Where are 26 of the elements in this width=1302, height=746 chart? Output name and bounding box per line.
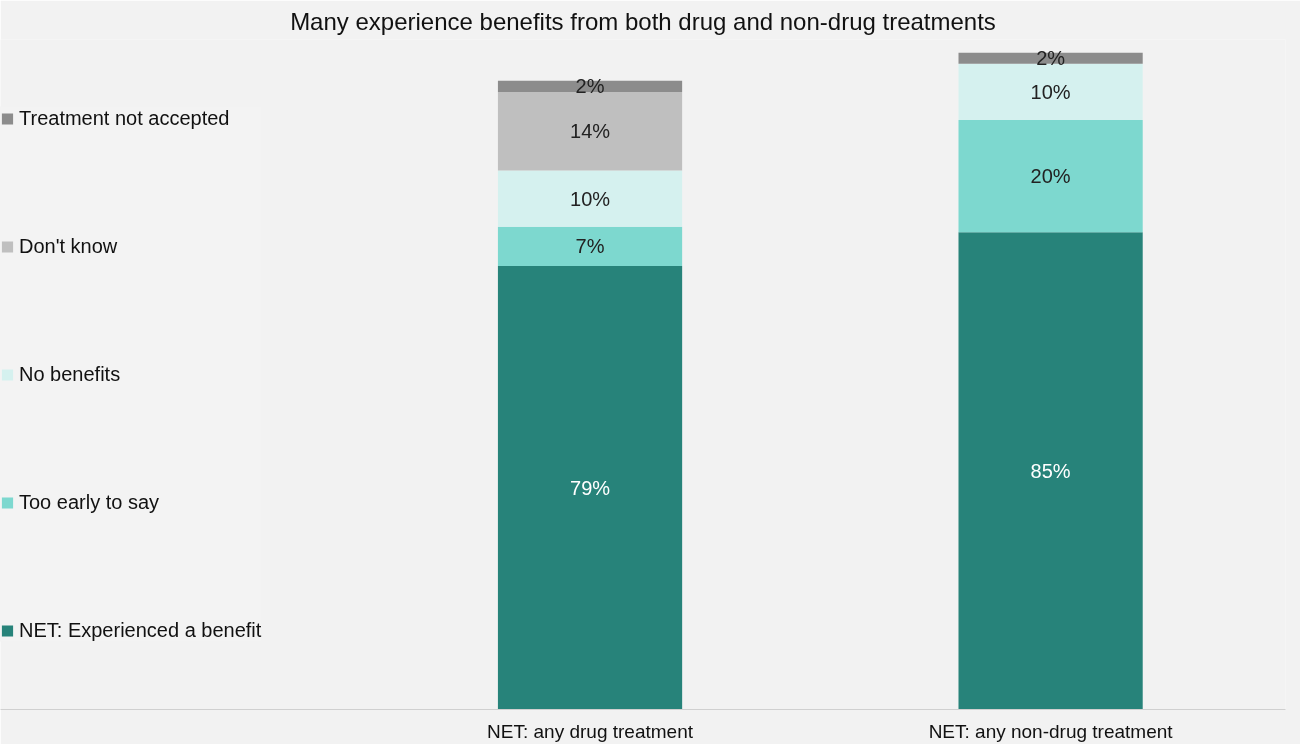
data-label: 20% xyxy=(1030,165,1071,188)
bar xyxy=(497,91,683,171)
chart-title: Many experience benefits from both drug and non-drug treatments xyxy=(290,7,996,35)
bar xyxy=(958,232,1143,710)
bar xyxy=(958,120,1143,233)
data-label: 79% xyxy=(570,476,611,499)
data-label: 2% xyxy=(1036,47,1066,70)
legend-label: NET: Experienced a benefit xyxy=(19,618,262,642)
bar xyxy=(497,226,683,266)
bar xyxy=(958,63,1143,121)
bar xyxy=(958,52,1143,64)
bar xyxy=(497,170,683,227)
x-tick-label: NET: any drug treatment xyxy=(487,720,694,742)
data-label: 10% xyxy=(1030,80,1071,103)
legend-label: Treatment not accepted xyxy=(19,106,230,130)
data-label: 7% xyxy=(575,235,605,258)
legend-label: Don't know xyxy=(19,234,118,258)
bar xyxy=(497,265,683,710)
data-label: 10% xyxy=(570,187,611,210)
data-label: 14% xyxy=(570,120,611,143)
x-tick-label: NET: any non-drug treatment xyxy=(928,720,1174,742)
legend-label: Too early to say xyxy=(19,490,160,514)
data-label: 2% xyxy=(575,75,605,98)
data-label: 85% xyxy=(1030,459,1071,482)
legend-label: No benefits xyxy=(19,362,121,386)
bar xyxy=(497,80,683,92)
